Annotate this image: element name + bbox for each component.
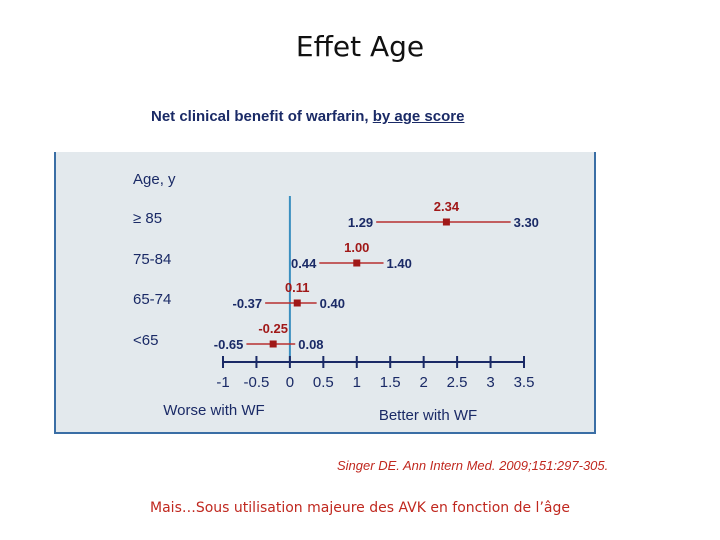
x-tick-label: -1 <box>216 374 229 391</box>
citation: Singer DE. Ann Intern Med. 2009;151:297-… <box>337 458 609 473</box>
x-tick-label: 0 <box>286 374 294 391</box>
row-label: 75-84 <box>133 251 171 268</box>
ci-lower-label: -0.37 <box>232 296 262 311</box>
x-tick-label: 3.5 <box>514 374 535 391</box>
row-label: <65 <box>133 332 158 349</box>
row-header: Age, y <box>133 171 176 188</box>
slide-caption: Mais…Sous utilisation majeure des AVK en… <box>150 500 570 516</box>
x-tick-label: 2 <box>419 374 427 391</box>
estimate-marker <box>269 340 277 348</box>
chart-panel <box>54 152 596 434</box>
chart-title-main: Net clinical benefit of warfarin, <box>151 108 373 125</box>
x-tick-label: 2.5 <box>447 374 468 391</box>
chart-title: Net clinical benefit of warfarin, by age… <box>151 108 464 125</box>
estimate-marker <box>442 218 450 226</box>
ci-lower-label: 0.44 <box>291 256 317 271</box>
ci-upper-label: 0.08 <box>298 337 323 352</box>
estimate-label: 0.11 <box>285 280 310 295</box>
estimate-marker <box>353 259 361 267</box>
row-label: ≥ 85 <box>133 210 162 227</box>
ci-lower-label: 1.29 <box>348 215 373 230</box>
x-tick-label: 1.5 <box>380 374 401 391</box>
estimate-label: 2.34 <box>434 199 460 214</box>
chart-title-underlined: by age score <box>372 108 465 125</box>
ci-upper-label: 3.30 <box>514 215 539 230</box>
estimate-marker <box>293 299 301 307</box>
ci-lower-label: -0.65 <box>214 337 244 352</box>
ci-upper-label: 1.40 <box>387 256 412 271</box>
x-tick-label: 3 <box>486 374 494 391</box>
x-tick-label: 1 <box>353 374 361 391</box>
x-label-better: Better with WF <box>379 407 477 424</box>
ci-upper-label: 0.40 <box>320 296 345 311</box>
x-tick-label: -0.5 <box>244 374 270 391</box>
estimate-label: 1.00 <box>344 240 369 255</box>
x-label-worse: Worse with WF <box>163 402 264 419</box>
estimate-label: -0.25 <box>258 321 288 336</box>
x-tick-label: 0.5 <box>313 374 334 391</box>
slide-title: Effet Age <box>295 30 425 63</box>
row-label: 65-74 <box>133 291 171 308</box>
